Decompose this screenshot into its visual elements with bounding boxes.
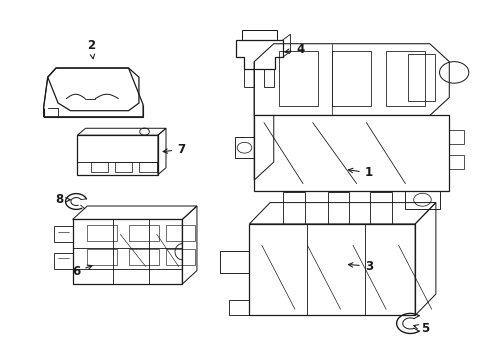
Text: 7: 7: [163, 143, 185, 156]
Text: 4: 4: [285, 42, 304, 55]
Text: 3: 3: [347, 260, 372, 273]
Text: 2: 2: [87, 39, 95, 59]
Text: 8: 8: [55, 193, 70, 206]
Text: 5: 5: [413, 322, 428, 335]
Text: 6: 6: [72, 265, 92, 278]
Text: 1: 1: [347, 166, 372, 179]
